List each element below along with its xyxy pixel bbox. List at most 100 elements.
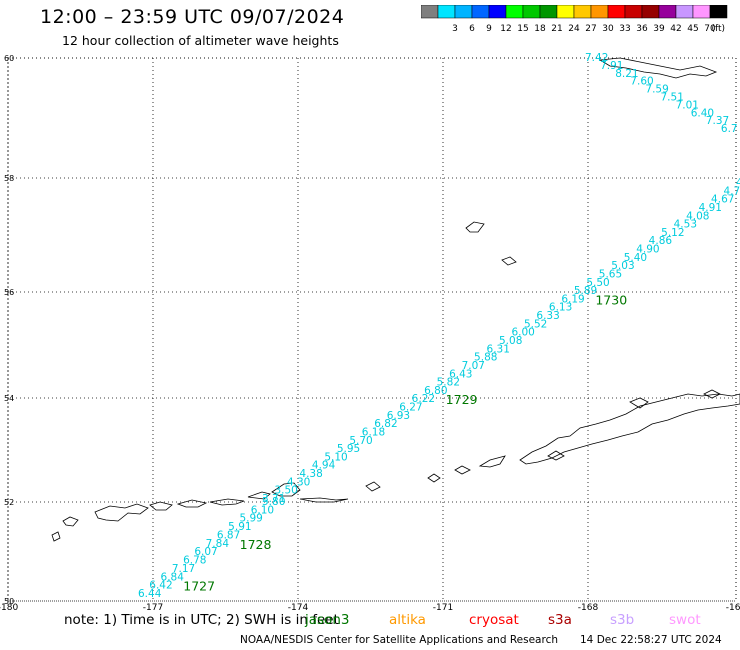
swh-value-label: 6.44	[138, 588, 162, 600]
satellite-legend: jason3 altika cryosat s3a s3b swot	[305, 612, 740, 630]
map-grid	[7, 57, 737, 602]
swh-value-label: 7.01	[676, 99, 699, 111]
scale-unit-label: (ft)	[711, 24, 725, 34]
map-frame	[7, 57, 737, 602]
island-outline	[454, 465, 471, 475]
swh-value-label: 4.38	[299, 468, 322, 480]
satellite-legend-item: swot	[669, 612, 701, 628]
swh-value-label: 7.84	[206, 538, 230, 550]
longitude-tick-label: -168	[578, 603, 599, 613]
swh-value-label: 6.82	[374, 418, 397, 430]
axis-tick-labels: -180 -177 -174 -171 -168 -165 60 58 56 54 52 50	[0, 54, 740, 613]
scale-label: 12	[500, 24, 511, 34]
scale-label: 24	[568, 24, 580, 34]
swh-value-label: 5.40	[624, 252, 647, 264]
scale-label: 21	[551, 24, 562, 34]
coastline-outlines	[51, 57, 740, 542]
scale-label: 15	[517, 24, 528, 34]
island-outline	[176, 499, 208, 508]
swh-value-label: 7.59	[645, 84, 668, 96]
swh-value-label: 6.7	[721, 123, 738, 135]
satellite-legend-item: jason3	[305, 612, 350, 628]
credit-line: NOAA/NESDIS Center for Satellite Applica…	[240, 634, 722, 646]
swh-value-label: 5.89	[574, 285, 597, 297]
satellite-legend-item: altika	[389, 612, 426, 628]
scale-label: 18	[534, 24, 546, 34]
swh-value-label: 4.90	[636, 244, 659, 256]
swh-value-label: 3.50	[274, 485, 297, 497]
swh-value-label: 6.10	[251, 504, 274, 516]
scale-label: 70	[704, 24, 716, 34]
satellite-legend-item: s3b	[610, 612, 635, 628]
swh-value-label: 6.87	[217, 529, 240, 541]
scale-label: 27	[585, 24, 596, 34]
swh-value-label: 6.78	[183, 555, 206, 567]
swh-value-label: 7.91	[600, 60, 623, 72]
swh-value-label: 5.03	[611, 260, 634, 272]
island-outline	[299, 497, 349, 503]
scale-label: 3	[452, 24, 458, 34]
island-outline	[547, 450, 565, 461]
swh-value-label: 7.51	[661, 92, 684, 104]
swh-value-label: 5.12	[661, 227, 684, 239]
latitude-tick-label: 52	[4, 498, 14, 507]
island-outline	[62, 516, 79, 527]
footer-note: note: 1) Time is in UTC; 2) SWH is in fe…	[64, 612, 339, 628]
swh-value-label: 6.80	[424, 385, 447, 397]
scale-label: 30	[602, 24, 614, 34]
scale-label: 39	[653, 24, 665, 34]
island-outline	[427, 473, 441, 483]
longitude-tick-label: -177	[143, 603, 163, 613]
swh-value-label: 6.00	[511, 327, 534, 339]
swh-value-label: 7.42	[585, 52, 608, 64]
swh-value-label: 5.08	[499, 335, 522, 347]
scale-label: 45	[687, 24, 698, 34]
swh-value-label: 4.91	[699, 202, 722, 214]
swh-value-label: 6.31	[487, 343, 510, 355]
pass-time-label: 1727	[183, 579, 215, 594]
scale-label: 36	[636, 24, 648, 34]
island-outline	[247, 491, 271, 500]
swh-value-label: 5.95	[337, 443, 360, 455]
satellite-legend-item: cryosat	[469, 612, 519, 628]
swh-value-label: 5.50	[586, 277, 609, 289]
swh-value-label: 6.42	[149, 580, 172, 592]
swh-value-label: 6.93	[387, 410, 410, 422]
swh-value-label: 4.78	[724, 185, 740, 197]
pass-time-label: 1728	[240, 537, 272, 552]
swh-value-label: 6.07	[194, 546, 217, 558]
swh-value-label: 5.10	[324, 451, 347, 463]
swh-value-label: 4.94	[312, 460, 336, 472]
swh-value-label: 6.40	[691, 107, 714, 119]
swh-value-label: 5.52	[524, 318, 547, 330]
swh-value-label: 5.88	[474, 352, 497, 364]
island-outline	[271, 482, 301, 497]
page-subtitle: 12 hour collection of altimeter wave hei…	[62, 33, 339, 48]
longitude-tick-label: -180	[0, 603, 18, 613]
satellite-legend-item: s3a	[548, 612, 572, 628]
swh-value-label: 5.91	[228, 521, 251, 533]
latitude-tick-label: 54	[4, 394, 14, 403]
swh-value-label: 6.33	[536, 310, 559, 322]
scale-label: 6	[469, 24, 475, 34]
island-outline	[501, 256, 517, 266]
latitude-tick-label: 56	[4, 288, 14, 297]
satellite-tracks: 6.446.426.847.176.786.077.846.875.915.99…	[138, 52, 740, 600]
swh-value-label: 8.21	[615, 68, 638, 80]
swh-value-label: 7.17	[172, 563, 195, 575]
swh-value-label: 5.70	[349, 435, 372, 447]
island-outline	[478, 455, 506, 468]
swh-value-label: 3.71	[262, 493, 285, 505]
page-title: 12:00 – 23:59 UTC 09/07/2024	[40, 6, 345, 28]
swh-value-label: 5.99	[239, 513, 262, 525]
island-outline	[365, 481, 381, 492]
island-outline	[465, 221, 485, 233]
swh-value-label: 4.86	[649, 235, 673, 247]
pass-time-label: 1730	[595, 292, 627, 307]
longitude-tick-label: -165	[726, 603, 740, 613]
pass-time-label: 1729	[446, 392, 478, 407]
swh-value-label: 7.37	[706, 115, 729, 127]
swh-value-label: 6.22	[412, 393, 435, 405]
swh-value-label: 6.27	[399, 402, 422, 414]
